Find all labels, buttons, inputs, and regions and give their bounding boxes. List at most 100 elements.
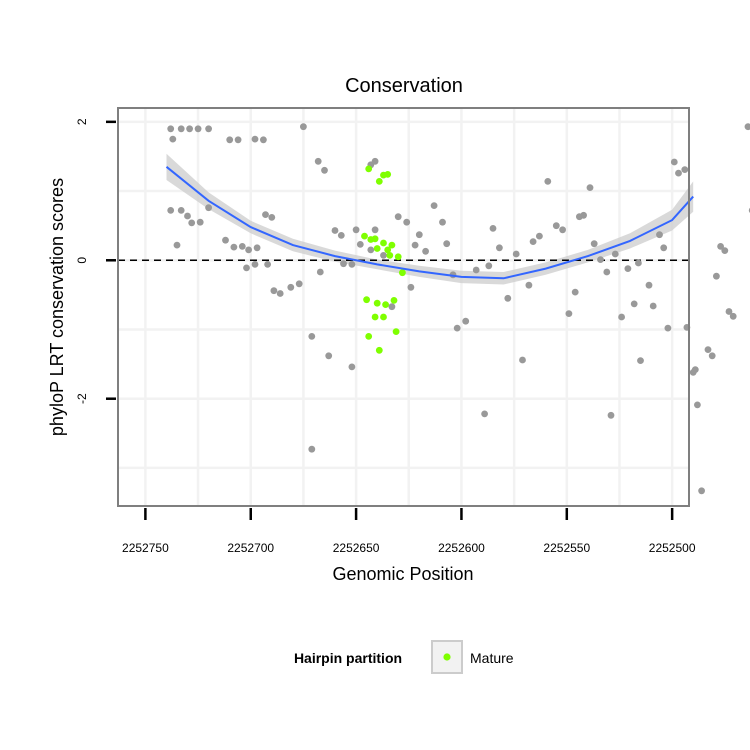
data-point	[415, 231, 423, 239]
data-point	[177, 125, 185, 133]
data-point	[173, 241, 181, 249]
data-point	[245, 246, 253, 254]
data-point	[177, 207, 185, 214]
data-point	[331, 227, 339, 234]
data-point	[704, 346, 712, 353]
x-tick-label: 2252700	[227, 541, 274, 555]
mature-point	[361, 232, 368, 240]
data-point	[205, 125, 213, 133]
mature-point	[384, 246, 392, 254]
data-point	[525, 281, 533, 289]
data-point	[618, 313, 625, 321]
grid-lines	[118, 108, 689, 506]
data-point	[337, 232, 345, 239]
data-point	[167, 207, 175, 214]
data-point	[287, 283, 295, 291]
data-point	[226, 136, 234, 144]
plot-area	[117, 107, 750, 507]
data-point	[698, 487, 705, 495]
data-point	[403, 218, 411, 226]
data-point	[188, 219, 196, 227]
data-point	[664, 324, 672, 332]
data-point	[194, 125, 202, 133]
data-point	[196, 218, 204, 226]
panel-border	[117, 107, 690, 507]
data-point	[394, 213, 402, 221]
data-point	[453, 324, 461, 332]
data-point	[167, 125, 175, 133]
mature-point	[365, 333, 373, 340]
data-point	[268, 214, 276, 221]
data-point	[264, 261, 271, 268]
data-point	[276, 290, 284, 297]
data-point	[205, 204, 213, 212]
mature-point	[380, 313, 387, 321]
data-point	[388, 303, 396, 311]
data-point	[356, 241, 364, 248]
data-point	[580, 211, 587, 219]
data-point	[603, 268, 611, 276]
x-tick-label: 2252550	[543, 541, 590, 555]
data-point	[559, 226, 566, 234]
data-point	[519, 356, 526, 364]
data-point	[422, 247, 429, 255]
legend-mature-label: Mature	[470, 650, 514, 666]
legend-key-box	[431, 640, 463, 674]
data-point	[485, 262, 493, 270]
mature-point	[399, 269, 406, 277]
data-point	[371, 226, 379, 234]
mature-point	[371, 235, 379, 243]
data-point	[260, 136, 267, 144]
data-point	[681, 166, 689, 174]
confidence-ribbon	[166, 153, 694, 285]
plot-title: Conservation	[345, 75, 463, 97]
data-point	[630, 300, 638, 308]
x-tick-label: 2252500	[649, 541, 696, 555]
data-point	[713, 272, 720, 280]
data-point	[675, 169, 682, 177]
data-point	[443, 240, 451, 248]
data-point	[481, 410, 488, 418]
data-point	[529, 238, 537, 246]
data-point	[238, 243, 246, 250]
mature-point	[388, 241, 396, 249]
data-point	[536, 232, 543, 240]
smooth-line	[165, 166, 694, 280]
panel-background	[118, 108, 689, 506]
data-point	[300, 123, 307, 131]
data-point	[251, 135, 259, 143]
x-tick-label: 2252750	[122, 541, 169, 555]
data-point	[308, 445, 316, 453]
x-tick-label: 2252650	[333, 541, 380, 555]
mature-point	[375, 346, 383, 354]
data-point	[380, 252, 387, 259]
y-tick-label: 2	[75, 118, 89, 125]
data-point	[348, 363, 356, 371]
data-point	[637, 357, 644, 364]
data-point	[721, 247, 729, 255]
data-point	[314, 157, 322, 165]
data-point	[348, 261, 356, 268]
data-point	[270, 287, 278, 295]
data-point	[222, 236, 229, 244]
mature-point	[390, 297, 398, 304]
data-point	[691, 366, 699, 373]
data-point	[624, 265, 632, 272]
data-point	[489, 225, 497, 232]
data-point	[496, 244, 503, 252]
data-point	[504, 294, 512, 302]
data-point	[565, 310, 573, 317]
data-point	[462, 317, 470, 325]
data-point	[367, 246, 375, 254]
data-point	[295, 280, 303, 288]
data-point	[725, 308, 733, 315]
mature-point	[392, 328, 400, 335]
mature-point	[382, 301, 389, 308]
data-point	[649, 302, 657, 310]
data-point	[184, 212, 191, 220]
data-point	[512, 250, 520, 258]
y-axis: -2 0 2	[75, 118, 116, 404]
mature-point	[386, 252, 394, 259]
x-tick-label: 2252600	[438, 541, 485, 555]
